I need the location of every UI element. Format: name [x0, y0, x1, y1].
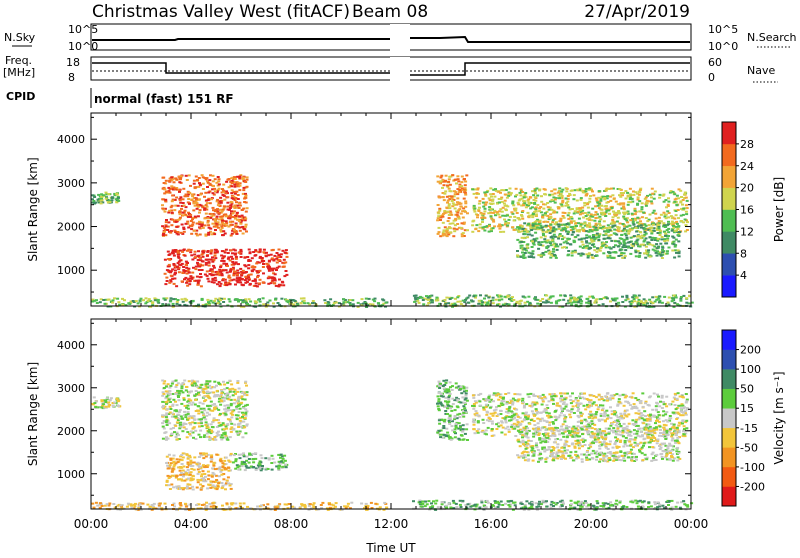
power-colorbar-tick: 12: [740, 225, 754, 238]
colorbar-swatch: [722, 166, 736, 188]
nsearch-label: N.Search: [747, 31, 797, 44]
freq-unit: [MHz]: [3, 66, 35, 79]
velocity-colorbar-tick: -100: [740, 461, 765, 474]
velocity-region: [436, 379, 469, 441]
power-colorbar: 4 8 12 16 20 24 28 Power [dB]: [722, 122, 786, 297]
cpid-label: CPID: [6, 90, 35, 103]
power-colorbar-tick: 28: [740, 138, 754, 151]
colorbar-swatch: [722, 486, 736, 506]
nsearch-tick-bottom: 10^0: [708, 40, 738, 53]
velocity-x-tick-label: 12:00: [374, 517, 409, 531]
date-label: 27/Apr/2019: [584, 2, 690, 22]
velocity-x-tick-label: 16:00: [474, 517, 509, 531]
velocity-region: [91, 396, 121, 409]
power-panel: 1000 2000 3000 4000 Slant Range [km] 4 8 12 16 20…: [26, 113, 786, 308]
power-region: [436, 174, 469, 237]
colorbar-swatch: [722, 447, 736, 467]
station-title: Christmas Valley West (fitACF): [92, 2, 350, 22]
colorbar-swatch: [722, 428, 736, 448]
velocity-region: [232, 452, 288, 471]
velocity-colorbar: 200 100 50 15 -15 -50 -100 -200 Velocity [m s⁻¹]: [722, 330, 786, 506]
x-axis-title: Time UT: [365, 541, 416, 554]
colorbar-swatch: [722, 275, 736, 297]
power-region: [161, 174, 249, 237]
colorbar-swatch: [722, 253, 736, 275]
colorbar-swatch: [722, 369, 736, 389]
power-colorbar-tick: 8: [740, 247, 747, 260]
power-y-axis-title: Slant Range [km]: [26, 157, 40, 261]
nsky-label: N.Sky: [4, 31, 36, 44]
power-region: [516, 222, 681, 259]
power-y-tick-label: 4000: [57, 133, 85, 146]
velocity-colorbar-tick: 100: [740, 363, 761, 376]
colorbar-swatch: [722, 408, 736, 428]
velocity-colorbar-tick: 50: [740, 383, 754, 396]
velocity-x-tick-label: 08:00: [274, 517, 309, 531]
nsky-tick-top: 10^5: [68, 23, 98, 36]
colorbar-swatch: [722, 350, 736, 370]
nave-tick-top: 60: [708, 56, 722, 69]
colorbar-swatch: [722, 210, 736, 232]
colorbar-swatch: [722, 467, 736, 487]
velocity-y-tick-label: 3000: [57, 382, 85, 395]
power-region: [91, 192, 120, 205]
nave-tick-bottom: 0: [708, 71, 715, 84]
velocity-y-tick-label: 2000: [57, 425, 85, 438]
nave-label: Nave: [747, 64, 775, 77]
velocity-colorbar-tick: 15: [740, 402, 754, 415]
velocity-panel: 1000 2000 3000 4000 00:00 04:00 08:00 12:00 16:0…: [26, 319, 786, 531]
nsearch-tick-top: 10^5: [708, 23, 738, 36]
freq-tick-bottom: 8: [68, 71, 75, 84]
velocity-colorbar-tick: -50: [740, 441, 758, 454]
velocity-y-tick-label: 4000: [57, 339, 85, 352]
colorbar-swatch: [722, 389, 736, 409]
colorbar-swatch: [722, 231, 736, 253]
velocity-x-tick-label: 20:00: [574, 517, 609, 531]
velocity-region: [161, 380, 249, 441]
velocity-x-tick-label: 00:00: [74, 517, 109, 531]
velocity-colorbar-title: Velocity [m s⁻¹]: [772, 371, 786, 464]
power-y-tick-label: 1000: [57, 264, 85, 277]
colorbar-swatch: [722, 144, 736, 166]
beam-label: Beam 08: [352, 2, 428, 22]
power-y-tick-label: 2000: [57, 221, 85, 234]
velocity-region: [91, 502, 388, 511]
power-colorbar-tick: 16: [740, 204, 754, 217]
velocity-x-tick-label: 04:00: [174, 517, 209, 531]
colorbar-swatch: [722, 188, 736, 210]
power-region: [471, 187, 689, 233]
velocity-region: [516, 427, 681, 463]
power-colorbar-tick: 24: [740, 160, 754, 173]
velocity-region: [165, 452, 233, 490]
velocity-y-tick-label: 1000: [57, 468, 85, 481]
velocity-y-axis-title: Slant Range [km]: [26, 362, 40, 466]
power-y-tick-label: 3000: [57, 177, 85, 190]
velocity-colorbar-tick: -200: [740, 480, 765, 493]
power-colorbar-tick: 20: [740, 182, 754, 195]
cpid-value: normal (fast) 151 RF: [94, 92, 234, 106]
power-region: [164, 248, 289, 287]
nsky-tick-bottom: 10^0: [68, 40, 98, 53]
velocity-x-tick-label: 00:00: [674, 517, 709, 531]
freq-tick-top: 18: [66, 56, 80, 69]
colorbar-swatch: [722, 122, 736, 144]
velocity-colorbar-tick: -15: [740, 422, 758, 435]
power-colorbar-tick: 4: [740, 269, 747, 282]
power-colorbar-title: Power [dB]: [772, 177, 786, 242]
velocity-colorbar-tick: 200: [740, 344, 761, 357]
colorbar-swatch: [722, 330, 736, 350]
